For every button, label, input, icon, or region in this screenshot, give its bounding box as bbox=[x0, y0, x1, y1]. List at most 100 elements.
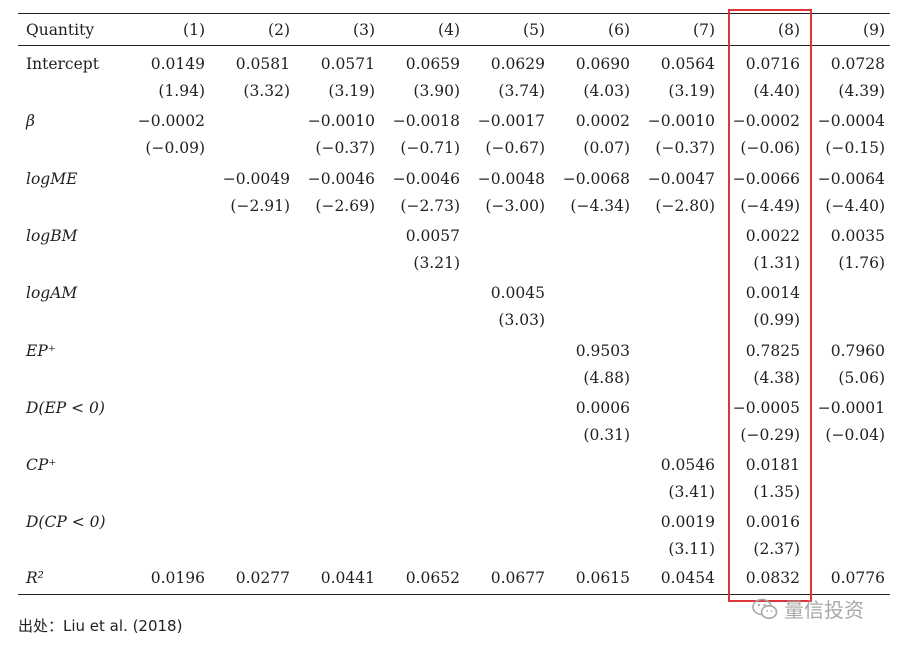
r2-cell: 0.0196 bbox=[150, 569, 205, 587]
header-col-1: (1) bbox=[183, 21, 205, 39]
bottom-rule bbox=[18, 594, 890, 596]
coefficient-cell: 0.0546 bbox=[660, 456, 715, 475]
row-label: CP⁺ bbox=[26, 456, 57, 475]
coefficient-cell: −0.0047 bbox=[647, 169, 715, 188]
t-stat-cell: (−2.69) bbox=[315, 196, 375, 215]
r2-cell: 0.0277 bbox=[235, 569, 290, 587]
coefficient-cell: 0.0022 bbox=[745, 226, 800, 245]
t-stat-cell: (4.38) bbox=[753, 368, 800, 387]
header-rule bbox=[18, 45, 890, 46]
t-stat-cell: (1.31) bbox=[753, 253, 800, 272]
row-label: logBM bbox=[26, 226, 78, 245]
coefficient-cell: −0.0001 bbox=[817, 398, 885, 417]
t-stat-cell: (3.74) bbox=[498, 82, 545, 100]
coefficient-cell: −0.0002 bbox=[732, 112, 800, 131]
r2-cell: 0.0832 bbox=[745, 569, 800, 587]
t-stat-cell: (4.40) bbox=[753, 82, 800, 100]
t-stat-cell: (−3.00) bbox=[485, 196, 545, 215]
t-stat-cell: (−2.80) bbox=[655, 196, 715, 215]
t-stat-cell: (1.94) bbox=[158, 82, 205, 100]
r2-cell: 0.0441 bbox=[320, 569, 375, 587]
t-stat-cell: (−4.40) bbox=[825, 196, 885, 215]
r2-cell: 0.0776 bbox=[830, 569, 885, 587]
header-quantity: Quantity bbox=[26, 21, 95, 39]
coefficient-cell: −0.0004 bbox=[817, 112, 885, 131]
coefficient-cell: 0.7960 bbox=[830, 341, 885, 360]
row-label: logME bbox=[26, 169, 78, 188]
t-stat-cell: (−0.37) bbox=[315, 139, 375, 158]
coefficient-cell: −0.0010 bbox=[647, 112, 715, 131]
r2-cell: 0.0677 bbox=[490, 569, 545, 587]
t-stat-cell: (1.76) bbox=[838, 253, 885, 272]
top-rule bbox=[18, 13, 890, 15]
t-stat-cell: (0.99) bbox=[753, 311, 800, 330]
t-stat-cell: (3.90) bbox=[413, 82, 460, 100]
coefficient-cell: −0.0002 bbox=[137, 112, 205, 131]
t-stat-cell: (−0.15) bbox=[825, 139, 885, 158]
wechat-watermark: 量信投资 bbox=[752, 594, 864, 623]
coefficient-cell: 0.0149 bbox=[150, 55, 205, 73]
coefficient-cell: −0.0049 bbox=[222, 169, 290, 188]
coefficient-cell: −0.0005 bbox=[732, 398, 800, 417]
wechat-icon bbox=[752, 598, 778, 619]
watermark-text: 量信投资 bbox=[784, 598, 864, 622]
t-stat-cell: (−0.37) bbox=[655, 139, 715, 158]
coefficient-cell: −0.0046 bbox=[307, 169, 375, 188]
t-stat-cell: (−0.04) bbox=[825, 425, 885, 444]
t-stat-cell: (4.03) bbox=[583, 82, 630, 100]
r2-label: R² bbox=[26, 569, 44, 587]
t-stat-cell: (0.31) bbox=[583, 425, 630, 444]
coefficient-cell: 0.0035 bbox=[830, 226, 885, 245]
t-stat-cell: (−2.91) bbox=[230, 196, 290, 215]
r2-cell: 0.0454 bbox=[660, 569, 715, 587]
coefficient-cell: 0.0181 bbox=[745, 456, 800, 475]
coefficient-cell: −0.0046 bbox=[392, 169, 460, 188]
row-label: logAM bbox=[26, 284, 78, 303]
header-col-6: (6) bbox=[608, 21, 630, 39]
coefficient-cell: 0.0019 bbox=[660, 513, 715, 532]
t-stat-cell: (2.37) bbox=[753, 540, 800, 559]
t-stat-cell: (−0.06) bbox=[740, 139, 800, 158]
row-label: β bbox=[26, 112, 35, 131]
coefficient-cell: 0.7825 bbox=[745, 341, 800, 360]
t-stat-cell: (−0.29) bbox=[740, 425, 800, 444]
coefficient-cell: 0.0045 bbox=[490, 284, 545, 303]
t-stat-cell: (3.19) bbox=[668, 82, 715, 100]
coefficient-cell: −0.0018 bbox=[392, 112, 460, 131]
t-stat-cell: (5.06) bbox=[838, 368, 885, 387]
coefficient-cell: −0.0064 bbox=[817, 169, 885, 188]
coefficient-cell: 0.9503 bbox=[575, 341, 630, 360]
coefficient-cell: 0.0006 bbox=[575, 398, 630, 417]
t-stat-cell: (3.21) bbox=[413, 253, 460, 272]
t-stat-cell: (−4.34) bbox=[570, 196, 630, 215]
row-label: D(CP < 0) bbox=[26, 513, 106, 532]
row-label: Intercept bbox=[26, 55, 99, 73]
header-col-2: (2) bbox=[268, 21, 290, 39]
t-stat-cell: (−0.67) bbox=[485, 139, 545, 158]
coefficient-cell: 0.0057 bbox=[405, 226, 460, 245]
coefficient-cell: 0.0571 bbox=[320, 55, 375, 73]
coefficient-cell: 0.0564 bbox=[660, 55, 715, 73]
coefficient-cell: 0.0014 bbox=[745, 284, 800, 303]
t-stat-cell: (3.11) bbox=[668, 540, 715, 559]
t-stat-cell: (−4.49) bbox=[740, 196, 800, 215]
t-stat-cell: (3.41) bbox=[668, 483, 715, 502]
coefficient-cell: −0.0017 bbox=[477, 112, 545, 131]
source-caption: 出处：Liu et al. (2018) bbox=[18, 617, 183, 635]
header-col-5: (5) bbox=[523, 21, 545, 39]
coefficient-cell: 0.0716 bbox=[745, 55, 800, 73]
t-stat-cell: (3.32) bbox=[243, 82, 290, 100]
column-8-highlight-box bbox=[728, 9, 812, 602]
coefficient-cell: 0.0690 bbox=[575, 55, 630, 73]
header-col-4: (4) bbox=[438, 21, 460, 39]
row-label: D(EP < 0) bbox=[26, 398, 105, 417]
t-stat-cell: (−0.09) bbox=[145, 139, 205, 158]
coefficient-cell: 0.0629 bbox=[490, 55, 545, 73]
t-stat-cell: (−0.71) bbox=[400, 139, 460, 158]
header-col-7: (7) bbox=[693, 21, 715, 39]
row-label: EP⁺ bbox=[26, 341, 56, 360]
r2-cell: 0.0652 bbox=[405, 569, 460, 587]
t-stat-cell: (4.39) bbox=[838, 82, 885, 100]
coefficient-cell: 0.0016 bbox=[745, 513, 800, 532]
